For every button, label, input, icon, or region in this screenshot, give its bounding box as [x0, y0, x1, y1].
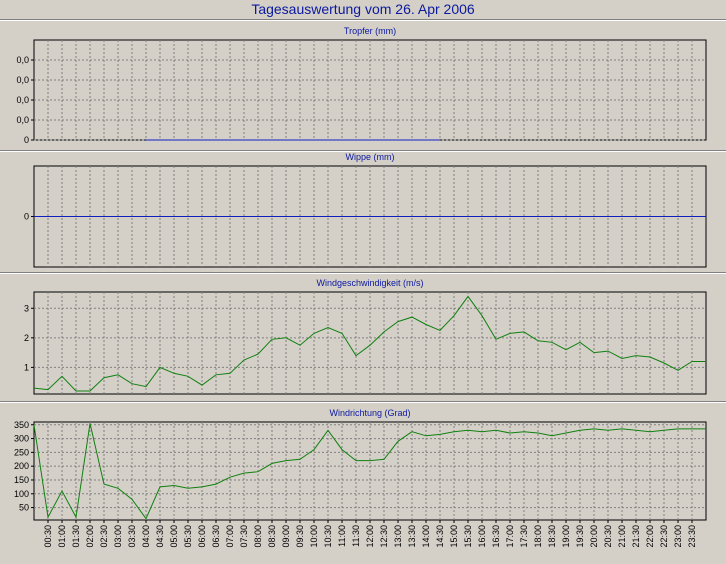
x-tick-label: 11:30	[351, 525, 361, 547]
x-tick-label: 04:00	[141, 525, 151, 548]
x-tick-label: 01:30	[71, 525, 81, 548]
y-tick-label: 150	[14, 475, 29, 485]
chart-title: Windrichtung (Grad)	[329, 408, 410, 418]
y-tick-label: 2	[24, 333, 29, 343]
x-tick-label: 20:30	[603, 525, 613, 548]
x-tick-label: 19:30	[575, 525, 585, 548]
page-title: Tagesauswertung vom 26. Apr 2006	[251, 1, 475, 17]
x-tick-label: 19:00	[561, 525, 571, 548]
x-tick-label: 06:00	[197, 525, 207, 548]
x-tick-label: 03:00	[113, 525, 123, 548]
chart-panel-wippe: 0 Wippe (mm)	[24, 152, 707, 268]
x-tick-label: 10:00	[309, 525, 319, 548]
y-tick-label: 1	[24, 362, 29, 372]
chart-panel-windrichtung: 50 100 150 200 250 300 350 Windrichtung (Grad)	[14, 408, 707, 521]
x-tick-label: 06:30	[211, 525, 221, 548]
x-tick-label: 21:00	[617, 525, 627, 548]
x-tick-label: 03:30	[127, 525, 137, 548]
x-axis: 00:30 01:00 01:30 02:00 02:30 03:00 03:30 04:00…	[43, 520, 697, 548]
x-tick-label: 23:00	[673, 525, 683, 548]
x-tick-label: 17:30	[519, 525, 529, 548]
x-tick-label: 18:00	[533, 525, 543, 548]
x-tick-label: 02:30	[99, 525, 109, 548]
x-tick-label: 23:30	[687, 525, 697, 548]
y-tick-label: 0,0	[16, 75, 29, 85]
y-tick-label: 0	[24, 135, 29, 145]
x-tick-label: 13:30	[407, 525, 417, 548]
x-tick-label: 12:30	[379, 525, 389, 548]
series-line	[33, 423, 706, 520]
y-tick-label: 50	[19, 503, 29, 513]
y-tick-label: 0,0	[16, 115, 29, 125]
panel-divider	[0, 272, 726, 274]
x-tick-label: 18:30	[547, 525, 557, 548]
x-tick-label: 20:00	[589, 525, 599, 548]
x-tick-label: 21:30	[631, 525, 641, 548]
y-tick-label: 3	[24, 303, 29, 313]
x-tick-label: 05:00	[169, 525, 179, 548]
x-tick-label: 07:00	[225, 525, 235, 548]
y-tick-label: 200	[14, 461, 29, 471]
x-tick-label: 14:00	[421, 525, 431, 548]
x-tick-label: 00:30	[43, 525, 53, 548]
x-tick-label: 09:00	[281, 525, 291, 548]
x-tick-label: 05:30	[183, 525, 193, 548]
panel-divider	[0, 19, 726, 21]
chart-title: Windgeschwindigkeit (m/s)	[316, 278, 423, 288]
panel-divider	[0, 401, 726, 403]
x-tick-label: 10:30	[323, 525, 333, 548]
x-tick-label: 14:30	[435, 525, 445, 548]
x-tick-label: 16:00	[477, 525, 487, 548]
x-tick-label: 13:00	[393, 525, 403, 548]
panel-divider	[0, 150, 726, 152]
y-tick-label: 100	[14, 489, 29, 499]
x-tick-label: 22:30	[659, 525, 669, 548]
x-tick-label: 04:30	[155, 525, 165, 548]
x-tick-label: 15:30	[463, 525, 473, 548]
x-tick-label: 16:30	[491, 525, 501, 548]
y-tick-label: 300	[14, 434, 29, 444]
y-tick-label: 350	[14, 420, 29, 430]
series-line	[33, 295, 706, 392]
plot-area	[33, 291, 707, 395]
chart-title: Tropfer (mm)	[344, 26, 396, 36]
x-tick-label: 22:00	[645, 525, 655, 548]
x-tick-label: 07:30	[239, 525, 249, 548]
chart-panel-tropfer: 0 0,0 0,0 0,0 0,0 Tropfer (mm)	[16, 26, 707, 145]
x-tick-label: 01:00	[57, 525, 67, 548]
x-tick-label: 08:30	[267, 525, 277, 548]
x-tick-label: 17:00	[505, 525, 515, 548]
x-tick-label: 15:00	[449, 525, 459, 548]
x-tick-label: 09:30	[295, 525, 305, 548]
x-tick-label: 08:00	[253, 525, 263, 548]
y-tick-label: 0	[24, 212, 29, 222]
y-tick-label: 250	[14, 447, 29, 457]
chart-panel-windgeschwindigkeit: 1 2 3 Windgeschwindigkeit (m/s)	[24, 278, 707, 395]
x-tick-label: 12:00	[365, 525, 375, 548]
y-tick-label: 0,0	[16, 55, 29, 65]
y-tick-label: 0,0	[16, 95, 29, 105]
chart-title: Wippe (mm)	[346, 152, 395, 162]
x-tick-label: 02:00	[85, 525, 95, 548]
x-tick-label: 11:00	[337, 525, 347, 547]
